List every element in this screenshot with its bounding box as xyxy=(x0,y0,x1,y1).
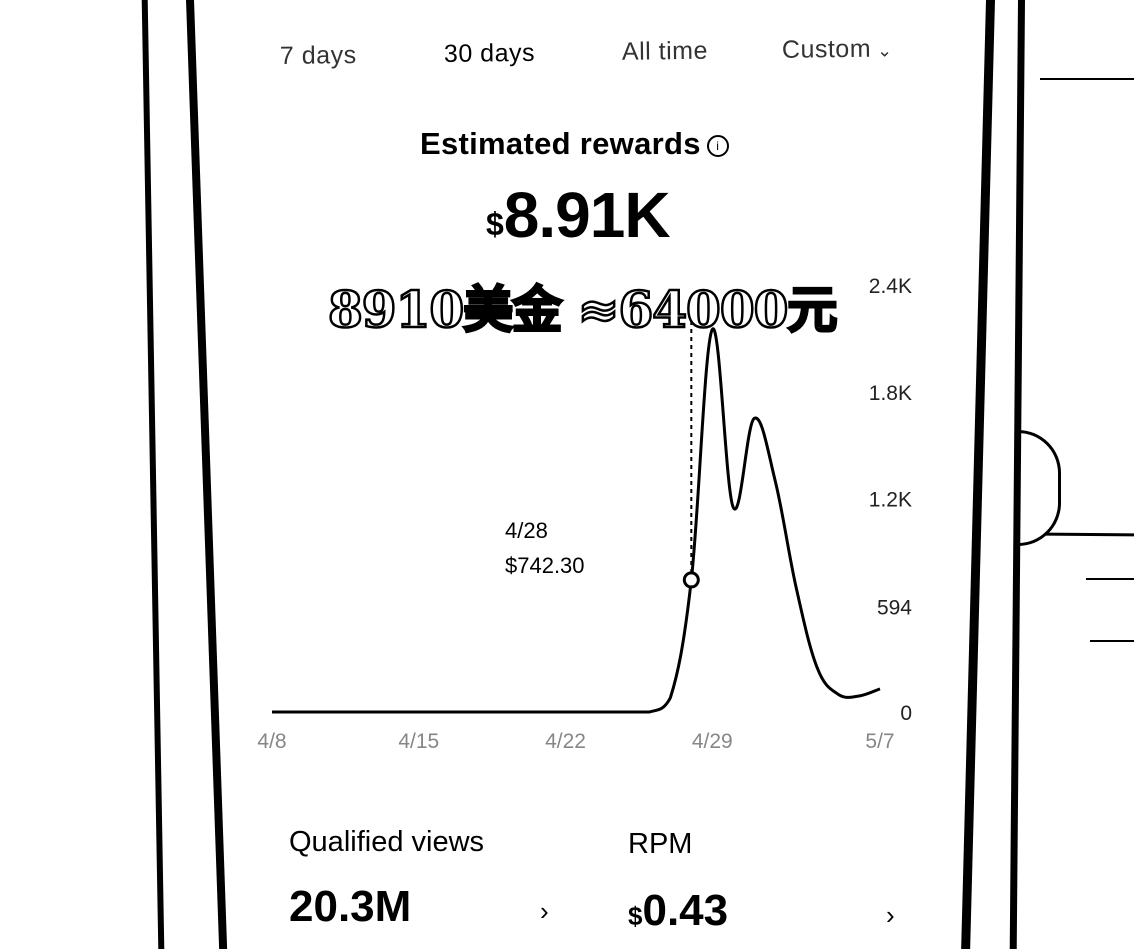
tab-custom-label: Custom xyxy=(781,34,872,64)
x-tick-label: 5/7 xyxy=(865,730,894,753)
tooltip-point xyxy=(682,571,700,589)
y-tick-label: 1.2K xyxy=(869,489,912,512)
tab-custom[interactable]: Custom ⌄ xyxy=(782,34,893,64)
date-range-tabs: 7 days 30 days All time Custom ⌄ xyxy=(260,34,950,82)
x-tick-label: 4/22 xyxy=(545,730,586,753)
qualified-views-value: 20.3M xyxy=(289,882,412,931)
metric-title-text: Estimated rewards xyxy=(420,126,701,161)
phone-edge-right-inner xyxy=(961,0,995,949)
rpm-value: $0.43 xyxy=(628,886,728,936)
series-line xyxy=(272,327,881,714)
tooltip-date: 4/28 xyxy=(505,518,548,543)
background-object-line xyxy=(1045,532,1134,537)
chevron-right-icon[interactable]: › xyxy=(540,896,549,926)
x-tick-label: 4/15 xyxy=(398,730,439,753)
chevron-down-icon: ⌄ xyxy=(876,40,893,61)
currency-symbol: $ xyxy=(486,206,504,242)
y-tick-label: 0 xyxy=(900,702,912,725)
background-mark xyxy=(1090,640,1134,642)
estimated-rewards-value: $8.91K xyxy=(486,178,671,252)
rpm-amount: 0.43 xyxy=(642,886,729,935)
chevron-right-icon[interactable]: › xyxy=(886,900,895,930)
y-tick-label: 1.8K xyxy=(869,382,912,405)
x-tick-label: 4/29 xyxy=(692,730,733,753)
estimated-rewards-title: Estimated rewards i xyxy=(420,126,729,162)
qualified-views-label: Qualified views xyxy=(289,826,485,858)
rpm-currency: $ xyxy=(628,901,643,931)
tab-7-days[interactable]: 7 days xyxy=(279,41,357,70)
rpm-label: RPM xyxy=(628,828,693,860)
tooltip-value: $742.30 xyxy=(505,553,585,578)
chart-layer: 0 594 1.2K 1.8K 2.4K 4/8 4/15 4/22 4/29 5/7 xyxy=(257,275,912,753)
background-object xyxy=(1018,430,1061,546)
tab-30-days[interactable]: 30 days xyxy=(443,38,536,68)
background-mark xyxy=(1086,578,1134,580)
y-tick-label: 594 xyxy=(877,596,912,619)
y-tick-label: 2.4K xyxy=(869,275,912,298)
phone-edge-left-inner xyxy=(186,0,228,949)
phone-edge-left-outer xyxy=(141,0,165,949)
background-mark xyxy=(1040,78,1134,80)
tab-all-time[interactable]: All time xyxy=(621,36,709,66)
annotation-overlay: 8910美金 ≈64000元 xyxy=(327,279,839,341)
info-icon[interactable]: i xyxy=(706,135,729,157)
x-tick-label: 4/8 xyxy=(257,730,286,753)
rewards-amount: 8.91K xyxy=(503,179,671,251)
